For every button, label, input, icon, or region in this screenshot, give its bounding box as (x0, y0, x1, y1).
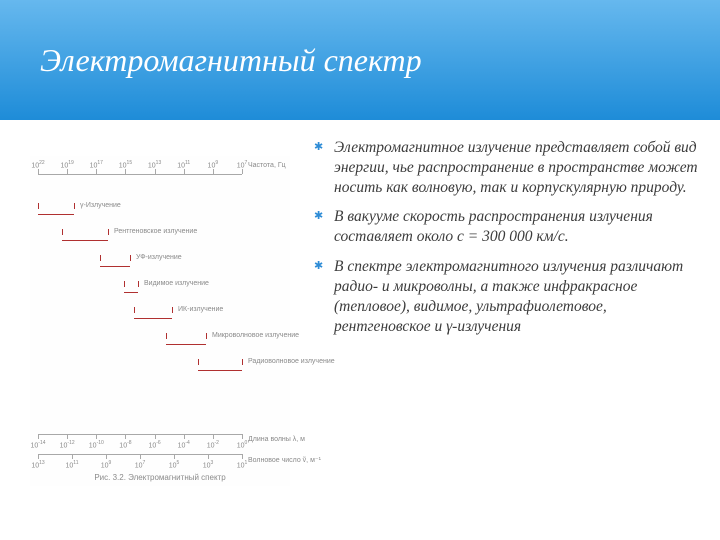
bullet-item: Электромагнитное излучение представляет … (314, 138, 700, 197)
axis-tick-label: 1022 (31, 160, 44, 169)
right-column: Электромагнитное излучение представляет … (314, 138, 700, 540)
axis-tick-label: 109 (101, 460, 112, 469)
axis-tick-label: 10-14 (30, 440, 45, 449)
spectrum-band: Микроволновое излучение (38, 336, 282, 352)
axis-tick-label: 10-2 (207, 440, 219, 449)
axis-tick-label: 10-12 (60, 440, 75, 449)
title-band: Электромагнитный спектр (0, 0, 720, 120)
band-label: Радиоволновое излучение (248, 358, 335, 365)
band-label: Микроволновое излучение (212, 332, 299, 339)
bullet-list: Электромагнитное излучение представляет … (314, 138, 700, 336)
spectrum-band: ИК-излучение (38, 310, 282, 326)
axis-tick-label: 101 (237, 460, 248, 469)
left-column: Рис. 3.2. Электромагнитный спектр 1022 10… (20, 138, 300, 540)
axis-title: Волновое число ṽ, м⁻¹ (248, 456, 321, 464)
axis-tick-label: 1013 (31, 460, 44, 469)
spectrum-band: Рентгеновское излучение (38, 232, 282, 248)
axis-tick-label: 107 (237, 160, 248, 169)
axis-tick-label: 10-8 (119, 440, 131, 449)
slide: Электромагнитный спектр Рис. 3.2. Электр… (0, 0, 720, 540)
axis-tick-label: 103 (203, 460, 214, 469)
spectrum-diagram: Рис. 3.2. Электромагнитный спектр 1022 10… (30, 156, 290, 486)
slide-title: Электромагнитный спектр (40, 42, 422, 79)
axis-tick-label: 1015 (119, 160, 132, 169)
spectrum-band: Радиоволновое излучение (38, 362, 282, 378)
bullet-text: В спектре электромагнитного излучения ра… (334, 258, 683, 334)
bullet-text: Электромагнитное излучение представляет … (334, 139, 698, 196)
diagram-caption: Рис. 3.2. Электромагнитный спектр (30, 473, 290, 482)
bullet-text: В вакууме скорость распространения излуч… (334, 208, 653, 245)
axis-tick-label: 107 (135, 460, 146, 469)
band-label: Рентгеновское излучение (114, 228, 197, 235)
bullet-item: В спектре электромагнитного излучения ра… (314, 257, 700, 336)
band-label: ИК-излучение (178, 306, 223, 313)
axis-tick-label: 100 (237, 440, 248, 449)
axis-title: Частота, Гц (248, 162, 286, 169)
band-label: УФ-излучение (136, 254, 182, 261)
bullet-item: В вакууме скорость распространения излуч… (314, 207, 700, 247)
axis-tick-label: 1011 (177, 160, 190, 169)
spectrum-band: УФ-излучение (38, 258, 282, 274)
axis-tick-label: 1019 (60, 160, 73, 169)
band-label: Видимое излучение (144, 280, 209, 287)
spectrum-band: Видимое излучение (38, 284, 282, 300)
axis-tick-label: 1011 (66, 460, 79, 469)
content-area: Рис. 3.2. Электромагнитный спектр 1022 10… (0, 120, 720, 540)
axis-tick-label: 109 (208, 160, 219, 169)
axis-title: Длина волны λ, м (248, 436, 305, 443)
spectrum-band: γ-Излучение (38, 206, 282, 222)
axis-tick-label: 1013 (148, 160, 161, 169)
axis-tick-label: 105 (169, 460, 180, 469)
axis-tick-label: 10-4 (178, 440, 190, 449)
axis-tick-label: 10-6 (148, 440, 160, 449)
axis-tick-label: 10-10 (89, 440, 104, 449)
axis-tick-label: 1017 (90, 160, 103, 169)
band-label: γ-Излучение (80, 202, 121, 209)
